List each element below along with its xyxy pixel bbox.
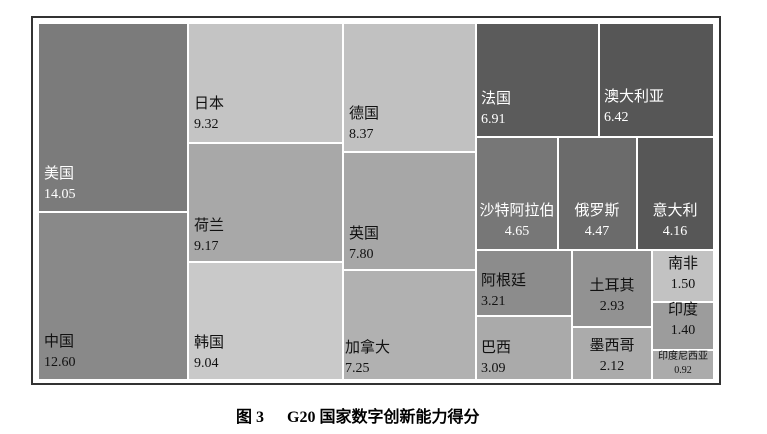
cell bbox=[187, 261, 344, 381]
cell bbox=[342, 151, 477, 271]
cell-label: 加拿大 bbox=[345, 338, 390, 356]
cell-label: 美国 bbox=[44, 165, 74, 182]
value-label: 0.92 bbox=[674, 365, 692, 376]
value-label: 3.09 bbox=[481, 361, 506, 376]
figure-label: 图 3 bbox=[236, 408, 264, 426]
cell bbox=[651, 349, 715, 381]
cell bbox=[37, 22, 189, 213]
cell-label: 巴西 bbox=[481, 340, 511, 356]
cell-label: 澳大利亚 bbox=[604, 88, 664, 105]
value-label: 4.65 bbox=[505, 224, 530, 239]
cell-label: 墨西哥 bbox=[589, 338, 634, 354]
value-label: 14.05 bbox=[44, 187, 76, 202]
cell-label: 德国 bbox=[349, 104, 379, 122]
value-label: 12.60 bbox=[44, 355, 76, 370]
cell-label: 韩国 bbox=[194, 334, 224, 351]
cell bbox=[571, 326, 653, 381]
chart-title: G20 国家数字创新能力得分 bbox=[287, 407, 479, 426]
value-label: 1.50 bbox=[671, 277, 696, 292]
value-label: 7.25 bbox=[345, 361, 370, 376]
cell-label: 英国 bbox=[349, 224, 379, 242]
cell-label: 南非 bbox=[668, 255, 698, 272]
cell-label: 土耳其 bbox=[589, 277, 634, 294]
value-label: 9.17 bbox=[194, 239, 219, 254]
value-label: 9.32 bbox=[194, 117, 219, 132]
cell-label: 荷兰 bbox=[194, 217, 224, 234]
value-label: 8.37 bbox=[349, 127, 374, 142]
cell bbox=[636, 136, 715, 251]
value-label: 2.93 bbox=[600, 299, 625, 314]
cell bbox=[571, 249, 653, 328]
cell-label: 俄罗斯 bbox=[574, 202, 619, 219]
cell-label: 日本 bbox=[194, 95, 224, 112]
cell-label: 意大利 bbox=[652, 201, 697, 219]
cell bbox=[598, 22, 715, 138]
frame bbox=[31, 16, 721, 385]
cell-label: 印度尼西亚 bbox=[658, 349, 708, 362]
value-label: 4.16 bbox=[663, 224, 688, 239]
cell bbox=[342, 269, 477, 381]
cell-label: 中国 bbox=[44, 333, 74, 350]
cell bbox=[37, 211, 189, 381]
cell bbox=[187, 22, 344, 144]
value-label: 7.80 bbox=[349, 247, 374, 262]
value-label: 4.47 bbox=[585, 224, 610, 239]
value-label: 6.91 bbox=[481, 112, 506, 127]
cell bbox=[475, 22, 600, 138]
value-label: 6.42 bbox=[604, 110, 629, 125]
cell-label: 沙特阿拉伯 bbox=[479, 202, 554, 219]
cell bbox=[651, 249, 715, 303]
cell-label: 法国 bbox=[481, 90, 511, 107]
value-label: 3.21 bbox=[481, 294, 506, 309]
cell-label: 阿根廷 bbox=[481, 272, 526, 289]
value-label: 9.04 bbox=[194, 356, 219, 371]
value-label: 2.12 bbox=[600, 359, 625, 374]
cell-label: 印度 bbox=[668, 301, 698, 318]
cell bbox=[557, 136, 638, 251]
value-label: 1.40 bbox=[671, 323, 696, 338]
